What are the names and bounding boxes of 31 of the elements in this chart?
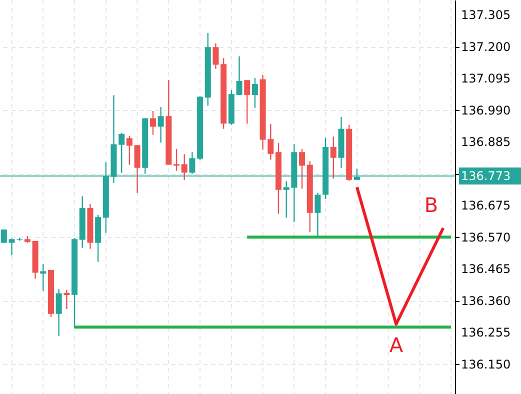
candlestick xyxy=(174,148,180,172)
y-tick-label: 136.990 xyxy=(461,103,511,118)
candlestick xyxy=(236,56,242,96)
candlestick xyxy=(158,106,164,144)
y-tick-label: 136.675 xyxy=(461,198,511,213)
y-tick-label: 136.150 xyxy=(461,357,511,372)
candlestick xyxy=(64,289,70,310)
candlestick xyxy=(252,77,258,109)
annotation: B xyxy=(424,192,438,217)
candlestick xyxy=(330,136,336,180)
candlestick xyxy=(126,135,132,166)
y-tick-label: 136.360 xyxy=(461,294,511,308)
y-tick-label: 137.200 xyxy=(461,40,511,54)
candlestick xyxy=(314,192,321,238)
candlestick xyxy=(0,228,7,244)
candlestick xyxy=(244,80,250,124)
ref-line-label: 136.773 xyxy=(461,168,511,183)
candlestick xyxy=(134,144,140,194)
y-tick-label: 136.465 xyxy=(461,262,511,276)
candlestick xyxy=(299,148,306,190)
y-tick-label: 137.305 xyxy=(461,8,511,22)
candlestick xyxy=(150,110,156,136)
candlestick xyxy=(40,263,46,292)
y-tick-label: 136.570 xyxy=(461,230,511,244)
candlestick xyxy=(212,42,219,70)
y-tick-label: 136.255 xyxy=(461,326,511,340)
annotation: A xyxy=(389,333,404,358)
candlestick xyxy=(56,288,62,337)
y-tick-label: 137.095 xyxy=(461,72,511,86)
y-tick-label: 136.885 xyxy=(461,135,511,150)
candlestick xyxy=(181,154,188,181)
